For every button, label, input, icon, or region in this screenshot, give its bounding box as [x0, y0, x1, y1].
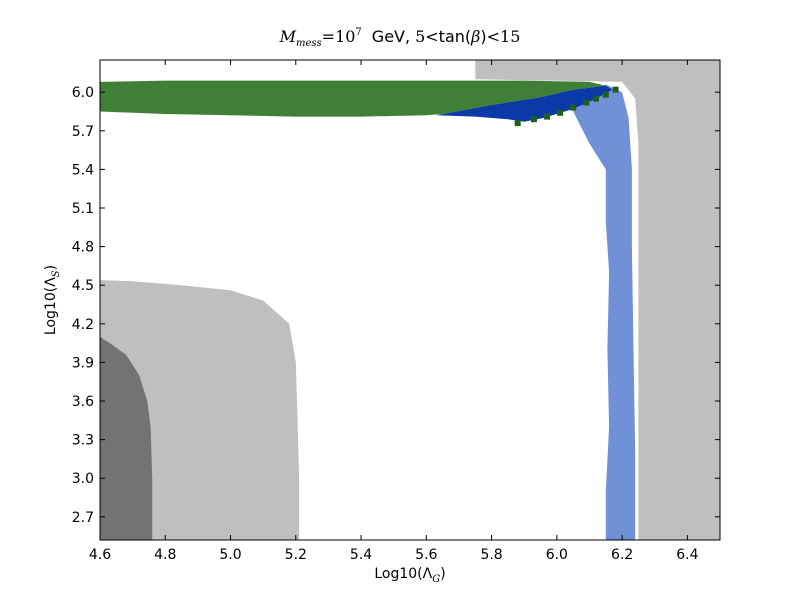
- dark-blue-band-region: [436, 85, 613, 122]
- x-label-suffix: ): [440, 566, 445, 582]
- title-lt1: <: [425, 27, 438, 46]
- chart-title: Mmess=107 GeV, 5<tan(β)<15: [279, 27, 521, 49]
- x-tick-label: 4.6: [89, 547, 111, 563]
- dark-green-point: [602, 91, 609, 98]
- title-tan: tan(: [439, 27, 471, 46]
- y-tick-label: 3.0: [72, 471, 94, 487]
- y-tick-label: 3.9: [72, 355, 94, 371]
- dark-green-point: [544, 113, 551, 120]
- marker-points: [514, 86, 619, 127]
- dark-green-point: [531, 116, 537, 123]
- title-m: M: [279, 27, 297, 46]
- y-tick-label: 5.1: [72, 201, 94, 217]
- y-tick-label: 4.5: [72, 278, 94, 294]
- x-label-sub: G: [432, 574, 440, 585]
- x-tick-label: 4.8: [154, 547, 176, 563]
- title-eq: =10: [322, 27, 356, 46]
- x-axis: 4.6 4.8 5.0 5.2 5.4 5.6 5.8 6.0 6.2 6.4: [89, 60, 699, 563]
- title-eq-exp: 7: [355, 27, 361, 38]
- title-m-sub: mess: [296, 38, 322, 49]
- y-tick-label: 2.7: [72, 510, 94, 526]
- dark-green-point: [583, 99, 590, 106]
- x-tick-label: 5.0: [219, 547, 241, 563]
- title-close: ): [480, 27, 486, 46]
- y-tick-label: 3.6: [72, 394, 94, 410]
- y-tick-label: 3.3: [72, 433, 94, 449]
- green-band-region: [100, 80, 606, 117]
- x-tick-label: 6.0: [546, 547, 568, 563]
- x-tick-label: 5.8: [480, 547, 502, 563]
- y-label-sub: S: [51, 270, 62, 277]
- plot-frame: [99, 59, 721, 541]
- x-label-prefix: Log10(Λ: [374, 566, 432, 582]
- light-blue-band-region: [573, 84, 636, 540]
- title-beta: β: [470, 27, 480, 46]
- y-tick-label: 4.2: [72, 317, 94, 333]
- excluded-right-region: [475, 60, 720, 540]
- y-tick-label: 4.8: [72, 240, 94, 256]
- title-fifteen: 15: [500, 27, 520, 46]
- x-tick-label: 6.2: [611, 547, 633, 563]
- dark-green-point: [514, 120, 521, 127]
- dark-green-point: [570, 104, 577, 111]
- x-axis-label: Log10(ΛG): [374, 566, 445, 585]
- x-tick-label: 5.4: [350, 547, 372, 563]
- y-tick-label: 5.4: [72, 162, 94, 178]
- regions: [100, 60, 720, 540]
- title-lt2: <: [487, 27, 500, 46]
- y-label-suffix: ): [43, 265, 59, 270]
- x-tick-label: 5.6: [415, 547, 437, 563]
- y-axis: 2.7 3.0 3.3 3.6 3.9 4.2 4.5 4.8 5.1 5.4 5.7 6.0: [72, 85, 720, 526]
- x-tick-label: 5.2: [285, 547, 307, 563]
- title-gev: GeV,: [372, 27, 410, 46]
- y-tick-label: 5.7: [72, 124, 94, 140]
- dark-green-point: [557, 109, 564, 116]
- x-tick-label: 6.4: [676, 547, 698, 563]
- title-five: 5: [415, 27, 425, 46]
- dark-green-point: [612, 86, 619, 93]
- y-axis-label: Log10(ΛS): [43, 265, 62, 335]
- y-label-prefix: Log10(Λ: [43, 277, 59, 335]
- y-tick-label: 6.0: [72, 85, 94, 101]
- dark-green-point: [593, 95, 599, 102]
- dark-gray-region-region: [100, 336, 153, 540]
